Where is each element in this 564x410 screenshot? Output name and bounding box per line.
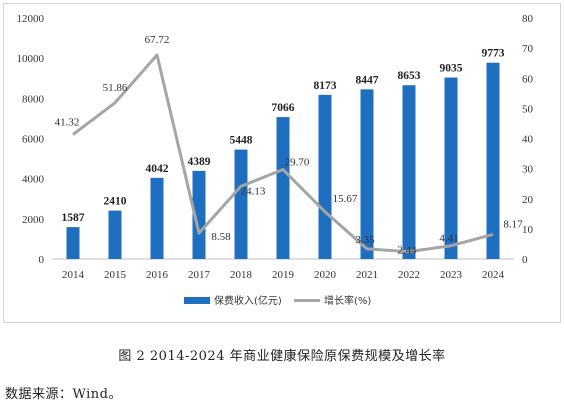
line-label-2021: 3.35 (355, 234, 375, 246)
bar-2024 (486, 62, 500, 259)
line-label-2023: 4.41 (439, 233, 458, 245)
left-y-tick-label: 12000 (17, 13, 45, 25)
bar-2017 (192, 170, 206, 259)
right-y-axis: 0 10 20 30 40 50 60 70 80 (522, 13, 534, 266)
line-value-labels: 41.32 51.86 67.72 8.58 24.13 29.70 15.67 3.35 2.… (55, 34, 524, 257)
line-label-2015: 51.86 (103, 82, 128, 94)
bar-label-2022: 8653 (398, 70, 421, 82)
line-label-2020: 15.67 (333, 193, 358, 205)
bar-label-2018: 5448 (230, 135, 253, 147)
x-tick-label: 2018 (230, 269, 253, 281)
x-tick-label: 2015 (104, 269, 127, 281)
growth-rate-line (72, 53, 494, 254)
x-tick-label: 2022 (398, 269, 420, 281)
right-y-tick-label: 0 (522, 254, 528, 266)
x-tick-label: 2020 (314, 269, 337, 281)
bar-2021 (360, 89, 374, 260)
bar-2023 (444, 77, 458, 259)
combo-chart: 0 2000 4000 6000 8000 10000 12000 0 10 20 30 40 50 6… (17, 13, 534, 307)
bar-label-2016: 4042 (146, 163, 169, 175)
line-label-2018: 24.13 (241, 185, 266, 197)
line-label-2019: 29.70 (285, 157, 310, 169)
left-y-tick-label: 6000 (22, 134, 45, 146)
left-y-tick-label: 4000 (22, 174, 45, 186)
line-label-2014: 41.32 (55, 117, 80, 129)
line-series (72, 53, 494, 254)
right-y-tick-label: 10 (522, 224, 534, 236)
right-y-tick-label: 40 (522, 134, 534, 146)
bar-series (66, 62, 500, 260)
right-y-tick-label: 60 (522, 73, 534, 85)
line-label-2024: 8.17 (503, 218, 523, 230)
x-tick-label: 2016 (146, 269, 169, 281)
line-label-2017: 8.58 (211, 231, 231, 243)
right-y-tick-label: 30 (522, 164, 534, 176)
right-y-tick-label: 20 (522, 194, 534, 206)
bar-2014 (66, 227, 80, 259)
x-axis: 2014 2015 2016 2017 2018 2019 2020 2021 2022 2023… (62, 269, 505, 281)
right-y-tick-label: 80 (522, 13, 534, 25)
left-y-tick-label: 10000 (17, 53, 45, 65)
bar-label-2015: 2410 (104, 196, 127, 208)
legend-bar-swatch (184, 297, 210, 304)
figure-caption: 图 2 2014-2024 年商业健康保险原保费规模及增长率 (118, 349, 446, 364)
x-tick-label: 2017 (188, 269, 211, 281)
right-y-tick-label: 50 (522, 103, 534, 115)
bar-label-2020: 8173 (314, 80, 337, 92)
left-y-tick-label: 0 (39, 254, 45, 266)
x-tick-label: 2024 (482, 269, 505, 281)
bar-label-2023: 9035 (440, 63, 463, 75)
bar-label-2021: 8447 (356, 74, 379, 86)
left-y-axis: 0 2000 4000 6000 8000 10000 12000 (17, 13, 45, 266)
legend-bar-label: 保费收入(亿元) (214, 294, 282, 307)
bar-label-2019: 7066 (272, 102, 295, 114)
x-tick-label: 2023 (440, 269, 463, 281)
right-y-tick-label: 70 (522, 43, 534, 55)
line-label-2016: 67.72 (145, 34, 170, 46)
left-y-tick-label: 2000 (22, 214, 45, 226)
bar-2018 (234, 149, 248, 259)
bar-2022 (402, 85, 416, 259)
legend: 保费收入(亿元) 增长率(%) (184, 294, 371, 307)
chart-frame: 0 2000 4000 6000 8000 10000 12000 0 10 20 30 40 50 6… (3, 3, 561, 323)
x-tick-label: 2021 (356, 269, 378, 281)
bar-2020 (318, 94, 332, 259)
bar-2019 (276, 117, 290, 260)
bar-value-labels: 1587 2410 4042 4389 5448 7066 8173 8447 8653 9035… (62, 48, 505, 224)
bar-label-2014: 1587 (62, 212, 85, 224)
line-label-2022: 2.44 (397, 245, 417, 257)
data-source: 数据来源：Wind。 (5, 387, 122, 402)
left-y-tick-label: 8000 (22, 93, 45, 105)
legend-line-label: 增长率(%) (324, 294, 371, 307)
bar-2015 (108, 210, 122, 259)
x-tick-label: 2014 (62, 269, 85, 281)
bar-label-2017: 4389 (188, 156, 211, 168)
bar-2016 (150, 177, 164, 259)
x-tick-label: 2019 (272, 269, 295, 281)
bar-label-2024: 9773 (482, 48, 505, 60)
